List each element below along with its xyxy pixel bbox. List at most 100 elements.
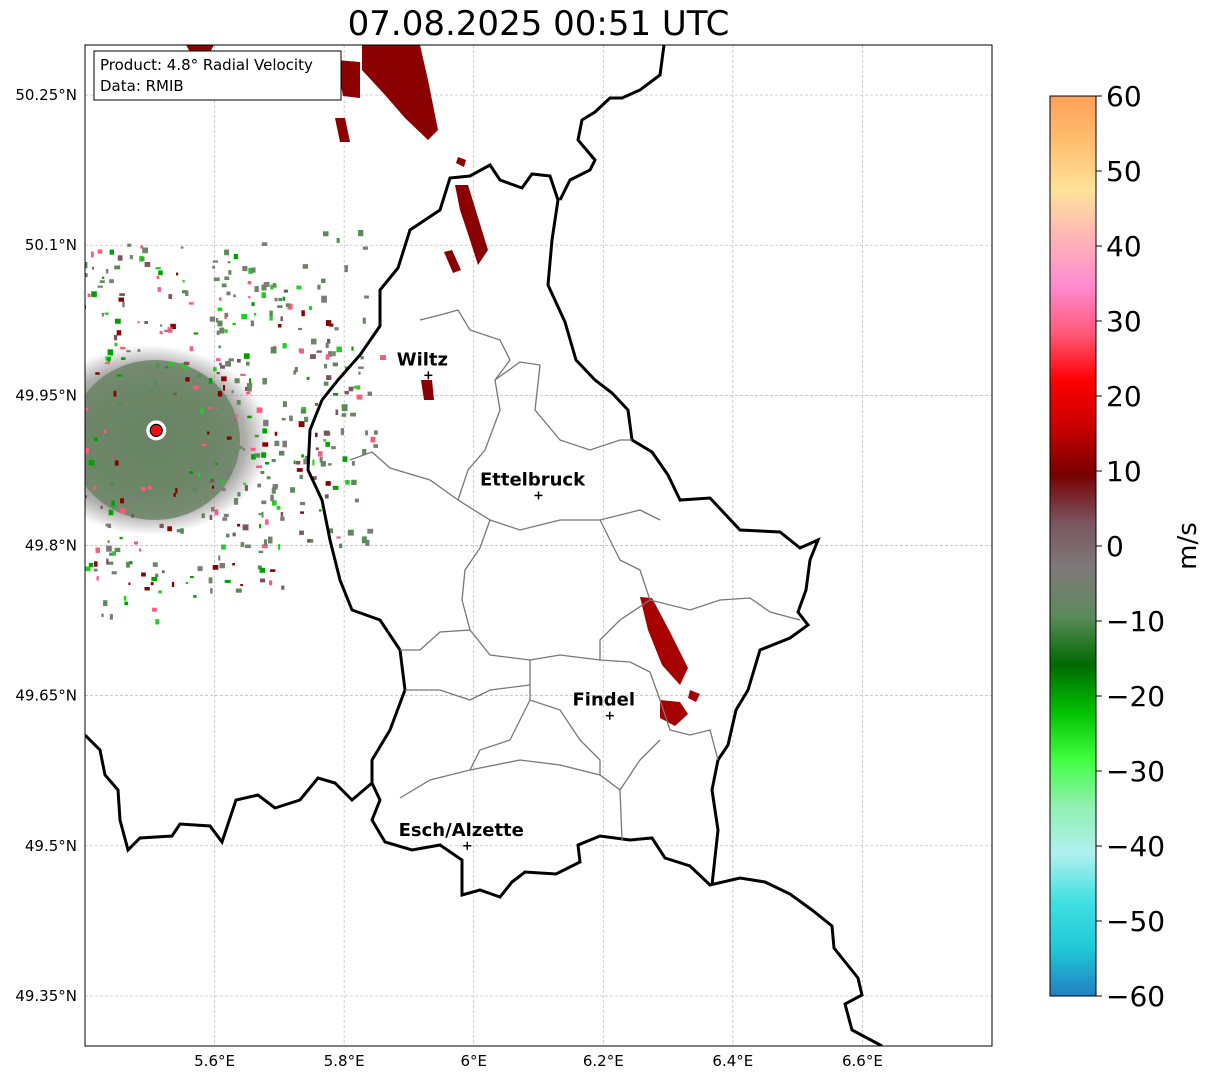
speckle	[218, 555, 221, 561]
speckle	[315, 432, 318, 438]
speckle	[299, 348, 304, 354]
speckle	[109, 249, 114, 255]
speckle	[189, 471, 193, 475]
speckle	[95, 372, 100, 375]
speckle	[266, 476, 271, 480]
speckle	[280, 316, 283, 322]
speckle	[122, 301, 125, 308]
speckle	[170, 323, 176, 329]
speckle	[134, 494, 140, 500]
speckle	[300, 409, 307, 414]
speckle	[228, 270, 232, 275]
speckle	[232, 532, 236, 537]
speckle	[289, 415, 293, 422]
speckle	[236, 400, 241, 405]
speckle	[88, 401, 93, 407]
speckle	[293, 460, 296, 465]
speckle	[263, 282, 270, 287]
speckle	[114, 547, 121, 553]
speckle	[182, 279, 185, 283]
speckle	[216, 358, 221, 362]
speckle	[197, 473, 200, 478]
speckle	[370, 436, 376, 443]
speckle	[105, 269, 109, 274]
speckle	[109, 552, 115, 556]
speckle	[336, 346, 342, 353]
speckle	[249, 378, 252, 384]
speckle	[307, 539, 311, 543]
colorbar-tick-label: 30	[1106, 305, 1142, 338]
speckle	[189, 346, 194, 351]
speckle	[103, 600, 108, 607]
speckle	[129, 255, 133, 260]
speckle	[117, 401, 123, 407]
city-label: Wiltz	[397, 349, 448, 370]
speckle	[101, 312, 104, 317]
speckle	[345, 480, 350, 485]
speckle	[217, 307, 223, 312]
speckle	[220, 365, 225, 369]
speckle	[240, 542, 245, 548]
speckle	[242, 266, 248, 272]
speckle	[163, 376, 167, 380]
speckle	[271, 487, 276, 494]
speckle	[210, 588, 213, 594]
speckle	[296, 468, 303, 472]
speckle	[120, 508, 126, 514]
speckle	[244, 485, 248, 491]
speckle	[103, 430, 107, 434]
speckle	[243, 353, 250, 359]
speckle	[324, 494, 329, 499]
speckle	[193, 595, 197, 598]
lat-tick-label: 49.5°N	[25, 837, 77, 855]
speckle	[251, 302, 255, 306]
speckle	[298, 327, 303, 331]
speckle	[214, 509, 219, 516]
speckle	[85, 407, 89, 411]
speckle	[85, 566, 91, 572]
speckle	[367, 528, 374, 534]
speckle	[114, 265, 121, 270]
speckle	[131, 513, 134, 518]
speckle	[274, 440, 280, 447]
speckle	[336, 536, 341, 539]
speckle	[209, 515, 213, 520]
speckle	[213, 367, 217, 372]
speckle	[233, 254, 239, 260]
speckle	[283, 289, 288, 293]
speckle	[208, 406, 213, 410]
speckle	[335, 409, 339, 415]
city-label: Ettelbruck	[480, 469, 586, 490]
colorbar-tick-label: 60	[1106, 80, 1142, 113]
speckle	[304, 416, 309, 423]
speckle	[362, 448, 367, 455]
speckle	[299, 474, 303, 479]
speckle	[303, 458, 308, 465]
speckle	[112, 505, 116, 509]
speckle	[239, 446, 243, 450]
speckle	[282, 440, 287, 448]
speckle	[254, 434, 259, 438]
speckle	[250, 267, 256, 273]
speckle	[225, 361, 232, 367]
speckle	[235, 588, 242, 593]
speckle	[323, 381, 329, 386]
speckle	[212, 260, 218, 263]
speckle	[221, 544, 226, 550]
speckle	[242, 524, 249, 531]
colorbar-tick-label: 20	[1106, 380, 1142, 413]
speckle	[109, 279, 114, 284]
speckle	[128, 582, 131, 585]
speckle	[302, 264, 309, 269]
speckle	[221, 408, 224, 412]
speckle	[119, 536, 123, 540]
speckle	[152, 380, 158, 386]
speckle	[211, 485, 215, 489]
speckle	[117, 255, 123, 261]
speckle	[221, 283, 227, 288]
canton-borders	[349, 309, 801, 841]
speckle	[250, 447, 256, 451]
speckle	[351, 479, 357, 485]
speckle	[320, 461, 326, 467]
speckle	[350, 412, 356, 417]
